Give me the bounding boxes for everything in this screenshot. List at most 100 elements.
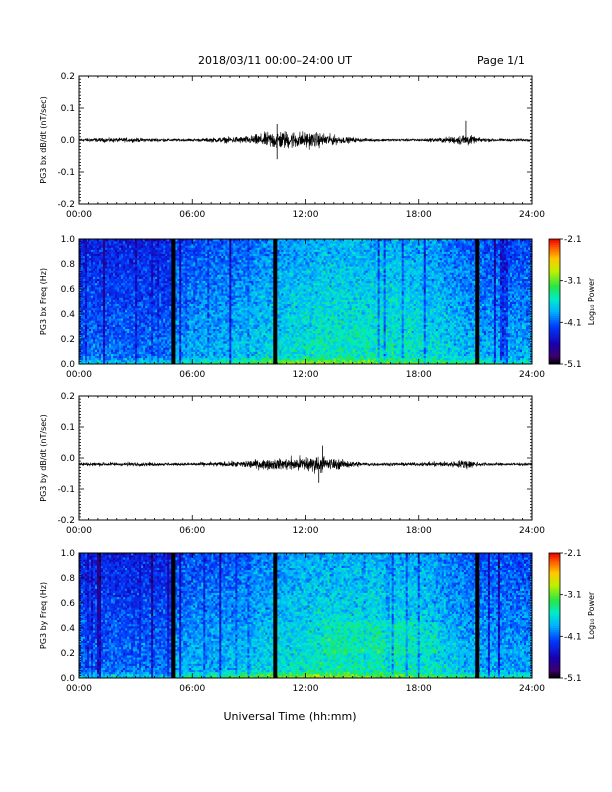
spectrogram-cell [89,324,92,327]
spectrogram-cell [167,255,170,259]
spectrogram-cell [87,330,90,334]
spectrogram-cell [83,316,86,319]
spectrogram-cell [163,278,166,282]
spectrogram-cell [149,247,152,250]
spectrogram-cell [161,245,164,248]
spectrogram-cell [133,284,136,288]
spectrogram-cell [95,239,98,242]
spectrogram-cell [169,314,172,317]
spectrogram-cell [103,286,106,290]
spectrogram-cell [153,301,156,304]
spectrogram-cell [93,305,96,309]
spectrogram-cell [119,295,122,298]
spectrogram-cell [117,264,120,267]
spectrogram-cell [131,274,134,277]
spectrogram-cell [121,328,124,332]
spectrogram-cell [149,272,152,275]
spectrogram-cell [179,361,182,365]
spectrogram-cell [81,282,84,286]
spectrogram-cell [157,241,160,244]
spectrogram-cell [129,291,132,294]
spectrogram-cell [89,336,92,340]
spectrogram-cell [99,284,102,288]
spectrogram-cell [143,280,146,284]
spectrogram-cell [95,245,98,248]
spectrogram-cell [153,332,156,336]
spectrogram-cell [169,324,172,327]
spectrogram-cell [101,326,104,329]
spectrogram-cell [167,282,170,286]
spectrogram-cell [113,253,116,257]
spectrogram-cell [157,286,160,290]
spectrogram-cell [143,251,146,254]
spectrogram-cell [137,261,140,265]
spectrogram-cell [85,361,88,365]
spectrogram-cell [139,259,142,263]
spectrogram-cell [139,280,142,284]
spectrogram-cell [119,305,122,309]
spectrogram-cell [133,253,136,257]
spectrogram-cell [179,301,182,304]
spectrogram-cell [155,353,158,357]
spectrogram-cell [121,257,124,261]
spectrogram-cell [85,314,88,317]
spectrogram-cell [85,291,88,294]
spectrogram-cell [97,280,100,284]
spectrogram-cell [89,295,92,298]
spectrogram-cell [137,278,140,282]
spectrogram-cell [141,336,144,340]
spectrogram-cell [131,253,134,257]
spectrogram-cell [91,286,94,290]
spectrogram-cell [133,359,136,363]
spectrogram-cell [127,347,130,350]
spectrogram-cell [125,272,128,275]
spectrogram-cell [87,274,90,277]
spectrogram-cell [93,276,96,279]
spectrogram-cell [141,278,144,282]
spectrogram-cell [107,278,110,282]
spectrogram-cell [175,268,178,271]
spectrogram-cell [177,357,180,361]
spectrogram-cell [83,299,86,302]
spectrogram-cell [129,351,132,354]
spectrogram-cell [109,297,112,300]
spectrogram-cell [81,247,84,250]
spectrogram-cell [101,249,104,252]
spectrogram-cell [95,353,98,357]
spectrogram-cell [95,274,98,277]
spectrogram-cell [157,301,160,304]
spectrogram-cell [163,272,166,275]
spectrogram-cell [111,339,114,342]
spectrogram-cell [133,274,136,277]
spectrogram-cell [99,255,102,259]
spectrogram-cell [131,339,134,342]
spectrogram-cell [133,291,136,294]
spectrogram-cell [141,330,144,334]
spectrogram-cell [175,249,178,252]
spectrogram-cell [87,351,90,354]
spectrogram-cell [83,318,86,321]
spectrogram-cell [101,268,104,271]
spectrogram-cell [119,251,122,254]
spectrogram-cell [135,282,138,286]
spectrogram-cell [121,282,124,286]
spectrogram-cell [165,276,168,279]
spectrogram-cell [103,324,106,327]
spectrogram-cell [109,330,112,334]
spectrogram-cell [107,307,110,311]
spectrogram-cell [129,280,132,284]
spectrogram-cell [135,261,138,265]
spectrogram-cell [141,268,144,271]
spectrogram-cell [111,261,114,265]
spectrogram-cell [119,318,122,321]
spectrogram-cell [163,268,166,271]
spectrogram-cell [157,259,160,263]
spectrogram-cell [125,257,128,261]
spectrogram-cell [99,295,102,298]
spectrogram-cell [87,345,90,348]
spectrogram-cell [159,295,162,298]
spectrogram-cell [161,261,164,265]
spectrogram-cell [149,357,152,361]
spectrogram-cell [167,307,170,311]
spectrogram-cell [165,259,168,263]
